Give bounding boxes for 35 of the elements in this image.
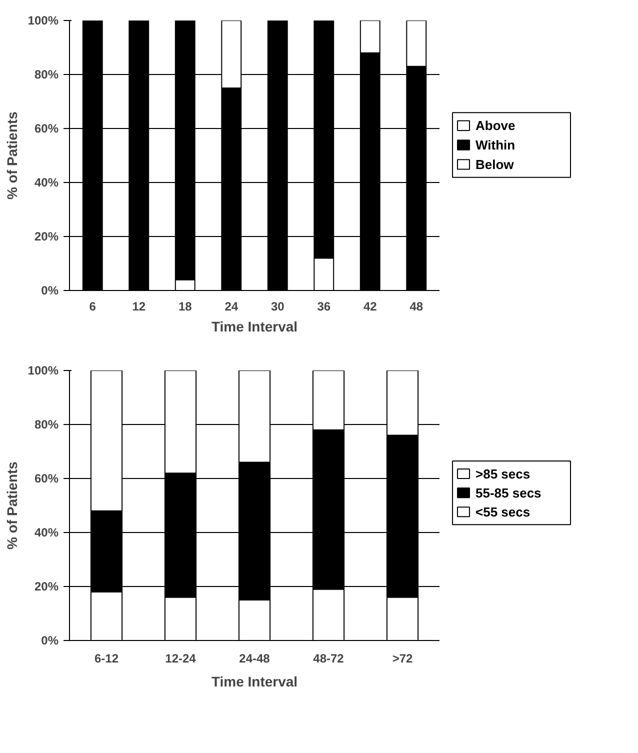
x-tick-label: 18	[178, 300, 192, 314]
x-tick-label: 48	[410, 300, 424, 314]
x-tick-label: 24	[224, 300, 238, 314]
legend-label: Within	[476, 138, 516, 153]
y-tick-label: 80%	[34, 68, 59, 82]
y-tick-label: 40%	[34, 526, 59, 540]
x-tick-label: 12	[132, 300, 146, 314]
x-tick-label: 48-72	[313, 652, 344, 666]
x-tick-label: 6-12	[94, 652, 119, 666]
y-axis-title: % of Patients	[4, 111, 20, 200]
x-tick-label: 36	[317, 300, 331, 314]
x-tick-label: 30	[270, 300, 285, 314]
x-tick-label: 12-24	[165, 652, 196, 666]
legend-label: Above	[476, 118, 516, 134]
y-tick-label: 100%	[28, 14, 59, 28]
y-tick-label: 60%	[34, 472, 59, 486]
x-tick-label: 6	[89, 300, 96, 314]
y-tick-label: 0%	[41, 284, 59, 298]
y-tick-label: 40%	[34, 176, 59, 190]
y-tick-label: 80%	[34, 418, 59, 432]
y-tick-label: 20%	[34, 580, 59, 594]
legend-label: <55 secs	[476, 504, 530, 520]
x-tick-label: 24-48	[239, 652, 270, 666]
y-tick-label: 0%	[41, 634, 59, 648]
y-tick-label: 20%	[34, 230, 59, 244]
y-axis-title: % of Patients	[4, 461, 20, 550]
x-tick-label: 42	[363, 300, 378, 314]
legend-label: >85 secs	[476, 466, 530, 482]
y-tick-label: 100%	[28, 364, 59, 378]
legend-label: 55-85 secs	[476, 485, 542, 500]
x-axis-title: Time Interval	[211, 318, 298, 334]
y-tick-label: 60%	[34, 122, 59, 136]
legend-label: Below	[476, 156, 515, 172]
x-axis-title: Time Interval	[211, 674, 298, 690]
x-tick-label: >72	[392, 652, 414, 666]
